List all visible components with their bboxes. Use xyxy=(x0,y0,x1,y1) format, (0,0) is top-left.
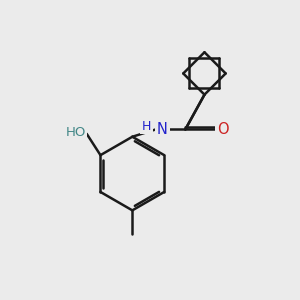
Text: HO: HO xyxy=(65,126,86,139)
Text: O: O xyxy=(217,122,229,137)
Text: N: N xyxy=(157,122,168,137)
Text: H: H xyxy=(142,120,151,133)
